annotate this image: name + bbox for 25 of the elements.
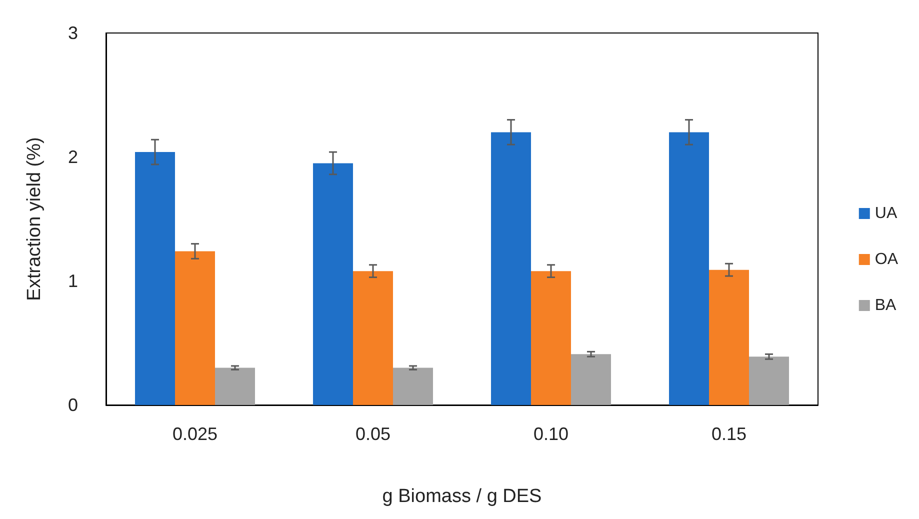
x-tick-label: 0.15	[711, 424, 747, 444]
bar	[175, 251, 215, 405]
bar	[709, 270, 749, 405]
bar	[531, 271, 571, 405]
bar	[215, 368, 255, 405]
y-tick-label: 3	[68, 23, 78, 43]
legend-label: UA	[874, 205, 898, 222]
y-tick-label: 2	[68, 147, 78, 167]
y-tick-label: 0	[68, 395, 78, 415]
bar	[135, 152, 175, 405]
y-tick-label: 1	[68, 271, 78, 291]
x-axis-title: g Biomass / g DES	[382, 486, 542, 507]
bar	[749, 356, 789, 405]
bar	[313, 163, 353, 405]
bar	[393, 368, 433, 405]
x-tick-label: 0.025	[172, 424, 218, 444]
x-tick-label: 0.05	[355, 424, 391, 444]
bar	[353, 271, 393, 405]
y-axis-title: Extraction yield (%)	[24, 137, 45, 301]
bar	[669, 132, 709, 405]
legend-label: BA	[874, 297, 897, 314]
bar	[491, 132, 531, 405]
x-tick-label: 0.10	[533, 424, 569, 444]
bar	[571, 354, 611, 405]
legend-label: OA	[874, 251, 898, 268]
